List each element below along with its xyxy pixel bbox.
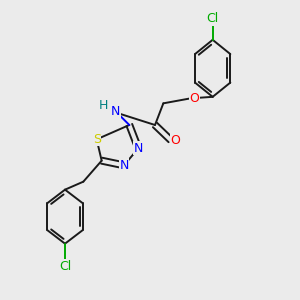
- Text: N: N: [119, 159, 129, 172]
- Text: O: O: [189, 92, 199, 105]
- Text: N: N: [134, 142, 143, 155]
- Text: S: S: [93, 133, 101, 146]
- Text: N: N: [111, 105, 121, 118]
- Text: H: H: [99, 99, 109, 112]
- Text: O: O: [170, 134, 180, 146]
- Text: Cl: Cl: [59, 260, 71, 272]
- Text: Cl: Cl: [206, 12, 219, 25]
